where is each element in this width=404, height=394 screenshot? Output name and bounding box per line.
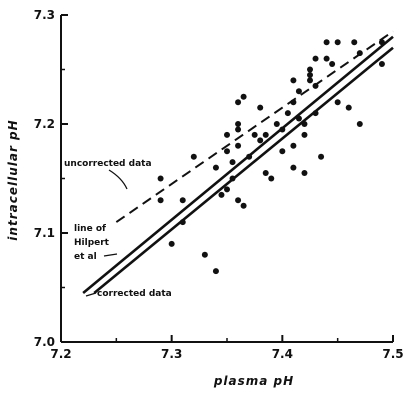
data-point	[229, 175, 236, 182]
x-tick-label: 7.4	[272, 347, 293, 361]
x-tick-label: 7.5	[382, 347, 403, 361]
data-point	[290, 142, 297, 149]
y-tick-label: 7.0	[34, 335, 55, 349]
data-point	[301, 121, 308, 127]
data-point	[334, 39, 341, 46]
data-point	[290, 77, 297, 84]
data-point	[224, 131, 230, 138]
data-point	[284, 110, 291, 117]
data-point	[235, 142, 242, 149]
data-point	[179, 197, 186, 204]
y-tick-label: 7.2	[34, 117, 55, 131]
data-point	[356, 50, 363, 57]
data-point	[334, 99, 341, 106]
data-point	[240, 93, 247, 100]
data-point	[235, 197, 242, 204]
data-point	[323, 55, 330, 62]
data-points	[157, 39, 385, 275]
data-point	[290, 99, 297, 106]
data-point	[351, 39, 358, 46]
data-point	[218, 191, 225, 198]
y-axis-title: intracellular pH	[6, 119, 20, 240]
data-point	[157, 175, 164, 182]
data-point	[246, 153, 253, 160]
data-point	[312, 55, 319, 62]
data-point	[168, 240, 175, 247]
data-point	[251, 131, 258, 138]
x-tick-label: 7.3	[161, 347, 182, 361]
data-point	[290, 164, 297, 171]
data-point	[201, 251, 208, 258]
annotation-hilpert-line2: Hilpert	[74, 238, 110, 248]
data-point	[212, 268, 219, 275]
annotation-uncorrected-data: uncorrected data	[64, 159, 152, 169]
data-point	[345, 104, 352, 111]
data-point	[307, 77, 313, 84]
data-point	[257, 104, 264, 111]
data-point	[378, 39, 385, 46]
data-point	[240, 202, 247, 209]
data-point	[212, 164, 219, 171]
data-point	[262, 170, 269, 177]
data-point	[273, 121, 280, 127]
data-point	[312, 82, 319, 89]
uncorrected-regression-line	[115, 30, 394, 223]
data-point	[323, 39, 330, 46]
data-point	[279, 148, 286, 155]
data-point	[295, 88, 302, 95]
annotation-corrected-data: corrected data	[97, 289, 172, 299]
data-point	[224, 148, 230, 155]
data-point	[329, 61, 336, 68]
annotations: uncorrected data line of Hilpert et al c…	[64, 159, 172, 299]
annotation-hilpert-line1: line of	[74, 224, 106, 234]
data-point	[378, 61, 385, 68]
annotation-uncorrected-pointer	[108, 169, 128, 190]
annotation-hilpert-pointer	[103, 253, 118, 257]
data-point	[268, 175, 275, 182]
data-point	[262, 131, 269, 138]
annotation-hilpert-line3: et al	[74, 252, 97, 262]
y-tick-label: 7.1	[34, 226, 55, 240]
solid-regression-line-1	[93, 46, 394, 294]
data-point	[235, 126, 242, 133]
data-point	[307, 66, 313, 73]
data-point	[229, 159, 236, 166]
solid-regression-line-2	[82, 35, 394, 294]
data-point	[179, 219, 186, 226]
data-point	[301, 170, 308, 177]
annotation-corrected-pointer	[85, 292, 97, 297]
regression-lines	[82, 30, 394, 294]
data-point	[295, 115, 302, 122]
axes: 7.2 7.3 7.4 7.5 7.0 7.1 7.2 7.3	[34, 8, 404, 361]
data-point	[190, 153, 197, 160]
data-point	[279, 126, 286, 133]
data-point	[318, 153, 325, 160]
data-point	[235, 121, 242, 127]
y-tick-label: 7.3	[34, 8, 55, 22]
data-point	[235, 99, 242, 106]
data-point	[312, 110, 319, 117]
x-axis-title: plasma pH	[213, 374, 294, 388]
data-point	[157, 197, 164, 204]
data-point	[307, 71, 313, 78]
data-point	[356, 121, 363, 127]
data-point	[257, 137, 264, 144]
data-point	[224, 186, 230, 193]
data-point	[301, 131, 308, 138]
x-tick-label: 7.2	[50, 347, 71, 361]
